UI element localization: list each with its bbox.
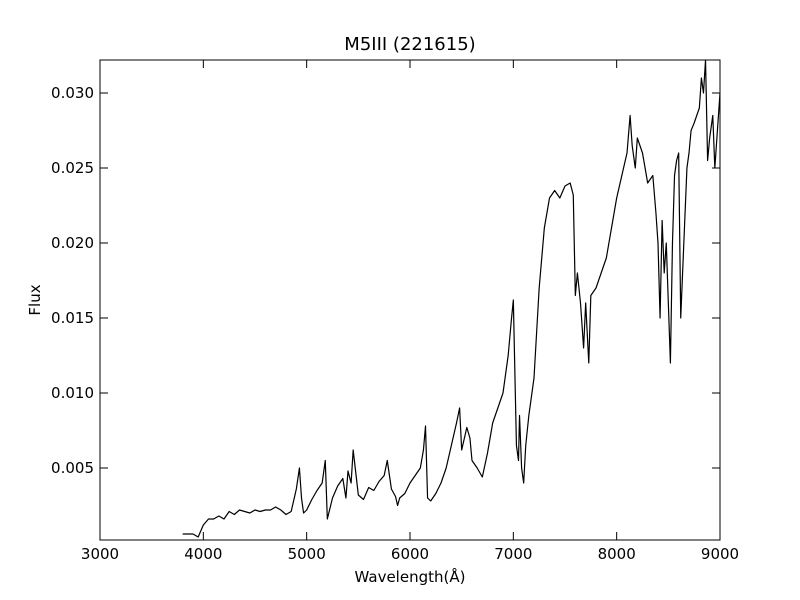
x-tick-label: 9000: [701, 545, 739, 563]
plot-area: [99, 59, 721, 541]
x-axis: 3000 4000 5000 6000 7000 8000 9000: [81, 60, 739, 563]
y-tick-label: 0.010: [51, 384, 94, 402]
y-tick-label: 0.015: [51, 309, 94, 327]
x-tick-label: 5000: [288, 545, 326, 563]
x-tick-label: 3000: [81, 545, 119, 563]
y-axis-label: Flux: [26, 284, 44, 315]
y-axis: 0.005 0.010 0.015 0.020 0.025 0.030: [51, 84, 720, 477]
series-line-0: [182, 60, 720, 538]
y-tick-label: 0.020: [51, 234, 94, 252]
plot-background: [100, 60, 720, 540]
y-tick-label: 0.025: [51, 159, 94, 177]
x-tick-label: 4000: [184, 545, 222, 563]
chart-title: M5III (221615): [344, 34, 475, 55]
x-axis-label: Wavelength(Å): [355, 567, 466, 586]
x-tick-label: 7000: [494, 545, 532, 563]
y-tick-label: 0.005: [51, 459, 94, 477]
y-tick-label: 0.030: [51, 84, 94, 102]
series-group: [182, 60, 720, 538]
x-tick-label: 8000: [598, 545, 636, 563]
x-tick-label: 6000: [391, 545, 429, 563]
